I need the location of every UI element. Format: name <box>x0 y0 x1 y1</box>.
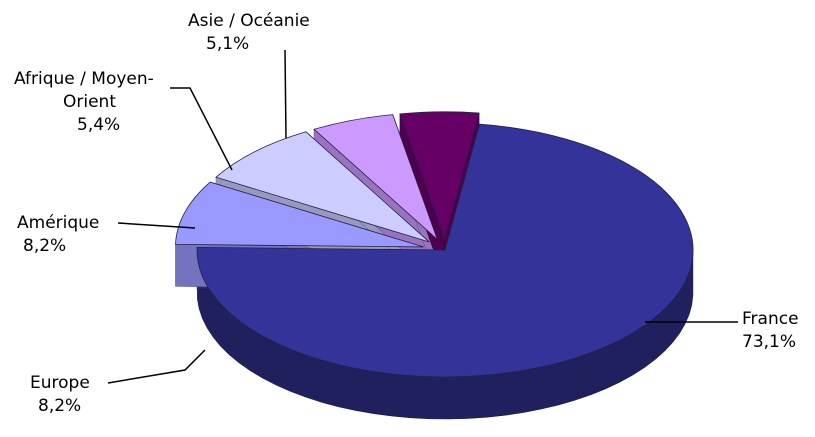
slice-value-afrique: 5,4% <box>77 115 120 135</box>
slice-label-afrique-line1: Afrique / Moyen- <box>14 69 154 89</box>
leader-line-afrique <box>170 87 233 171</box>
slice-label-france: France <box>742 309 799 329</box>
slice-value-europe: 8,2% <box>38 396 81 416</box>
pie-tops <box>175 111 694 378</box>
slice-value-asie: 5,1% <box>206 34 249 54</box>
slice-amerique <box>215 131 430 243</box>
slice-label-asie: Asie / Océanie <box>188 11 310 31</box>
slice-label-europe: Europe <box>30 373 90 393</box>
slice-value-france: 73,1% <box>742 332 796 352</box>
slice-asie <box>399 111 480 241</box>
leader-line-amerique <box>117 222 196 229</box>
slice-afrique <box>313 114 438 240</box>
slice-label-afrique-line2: Orient <box>63 92 116 112</box>
slice-label-amerique: Amérique <box>17 213 99 233</box>
slice-france <box>196 123 694 378</box>
leader-line-asie <box>284 49 287 139</box>
leader-line-europe <box>107 349 206 384</box>
slice-value-amerique: 8,2% <box>23 236 66 256</box>
slice-europe <box>175 181 424 248</box>
